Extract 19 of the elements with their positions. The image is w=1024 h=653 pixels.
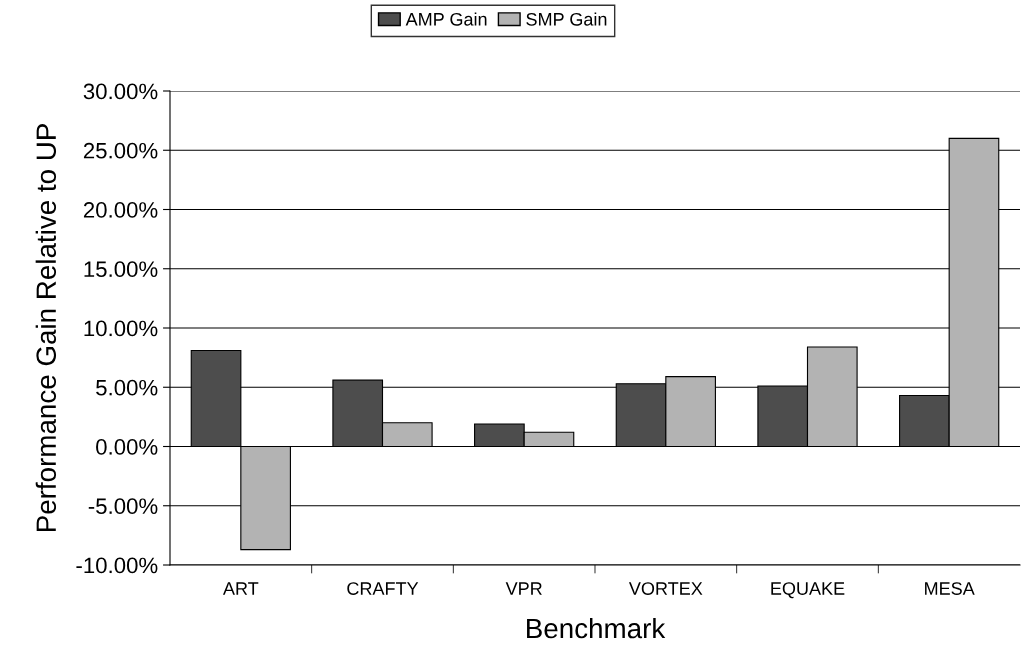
legend-label: AMP Gain — [405, 12, 487, 26]
x-axis-title: Benchmark — [527, 617, 666, 639]
y-tick-label: 15.00% — [84, 261, 158, 278]
y-tick-label: 30.00% — [83, 83, 158, 100]
y-tick-label: 10.00% — [84, 320, 158, 337]
y-tick-label: 25.00% — [83, 142, 158, 159]
y-tick-label: 5.00% — [96, 379, 158, 396]
y-tick-label: 0.00% — [96, 439, 158, 455]
y-tick-label: -10.00% — [76, 557, 158, 574]
x-tick-label: ART — [222, 582, 259, 595]
x-tick-label: VORTEX — [628, 582, 703, 595]
x-tick-label: EQUAKE — [771, 582, 845, 599]
y-axis-title: Performance Gain Relative to UP — [35, 124, 57, 532]
y-tick-label: 20.00% — [83, 202, 158, 218]
x-tick-label: VPR — [505, 582, 542, 595]
y-tick-label: -5.00% — [88, 498, 158, 515]
x-tick-label: MESA — [925, 582, 975, 595]
x-tick-label: CRAFTY — [347, 582, 419, 595]
legend-label: SMP Gain — [526, 12, 607, 26]
